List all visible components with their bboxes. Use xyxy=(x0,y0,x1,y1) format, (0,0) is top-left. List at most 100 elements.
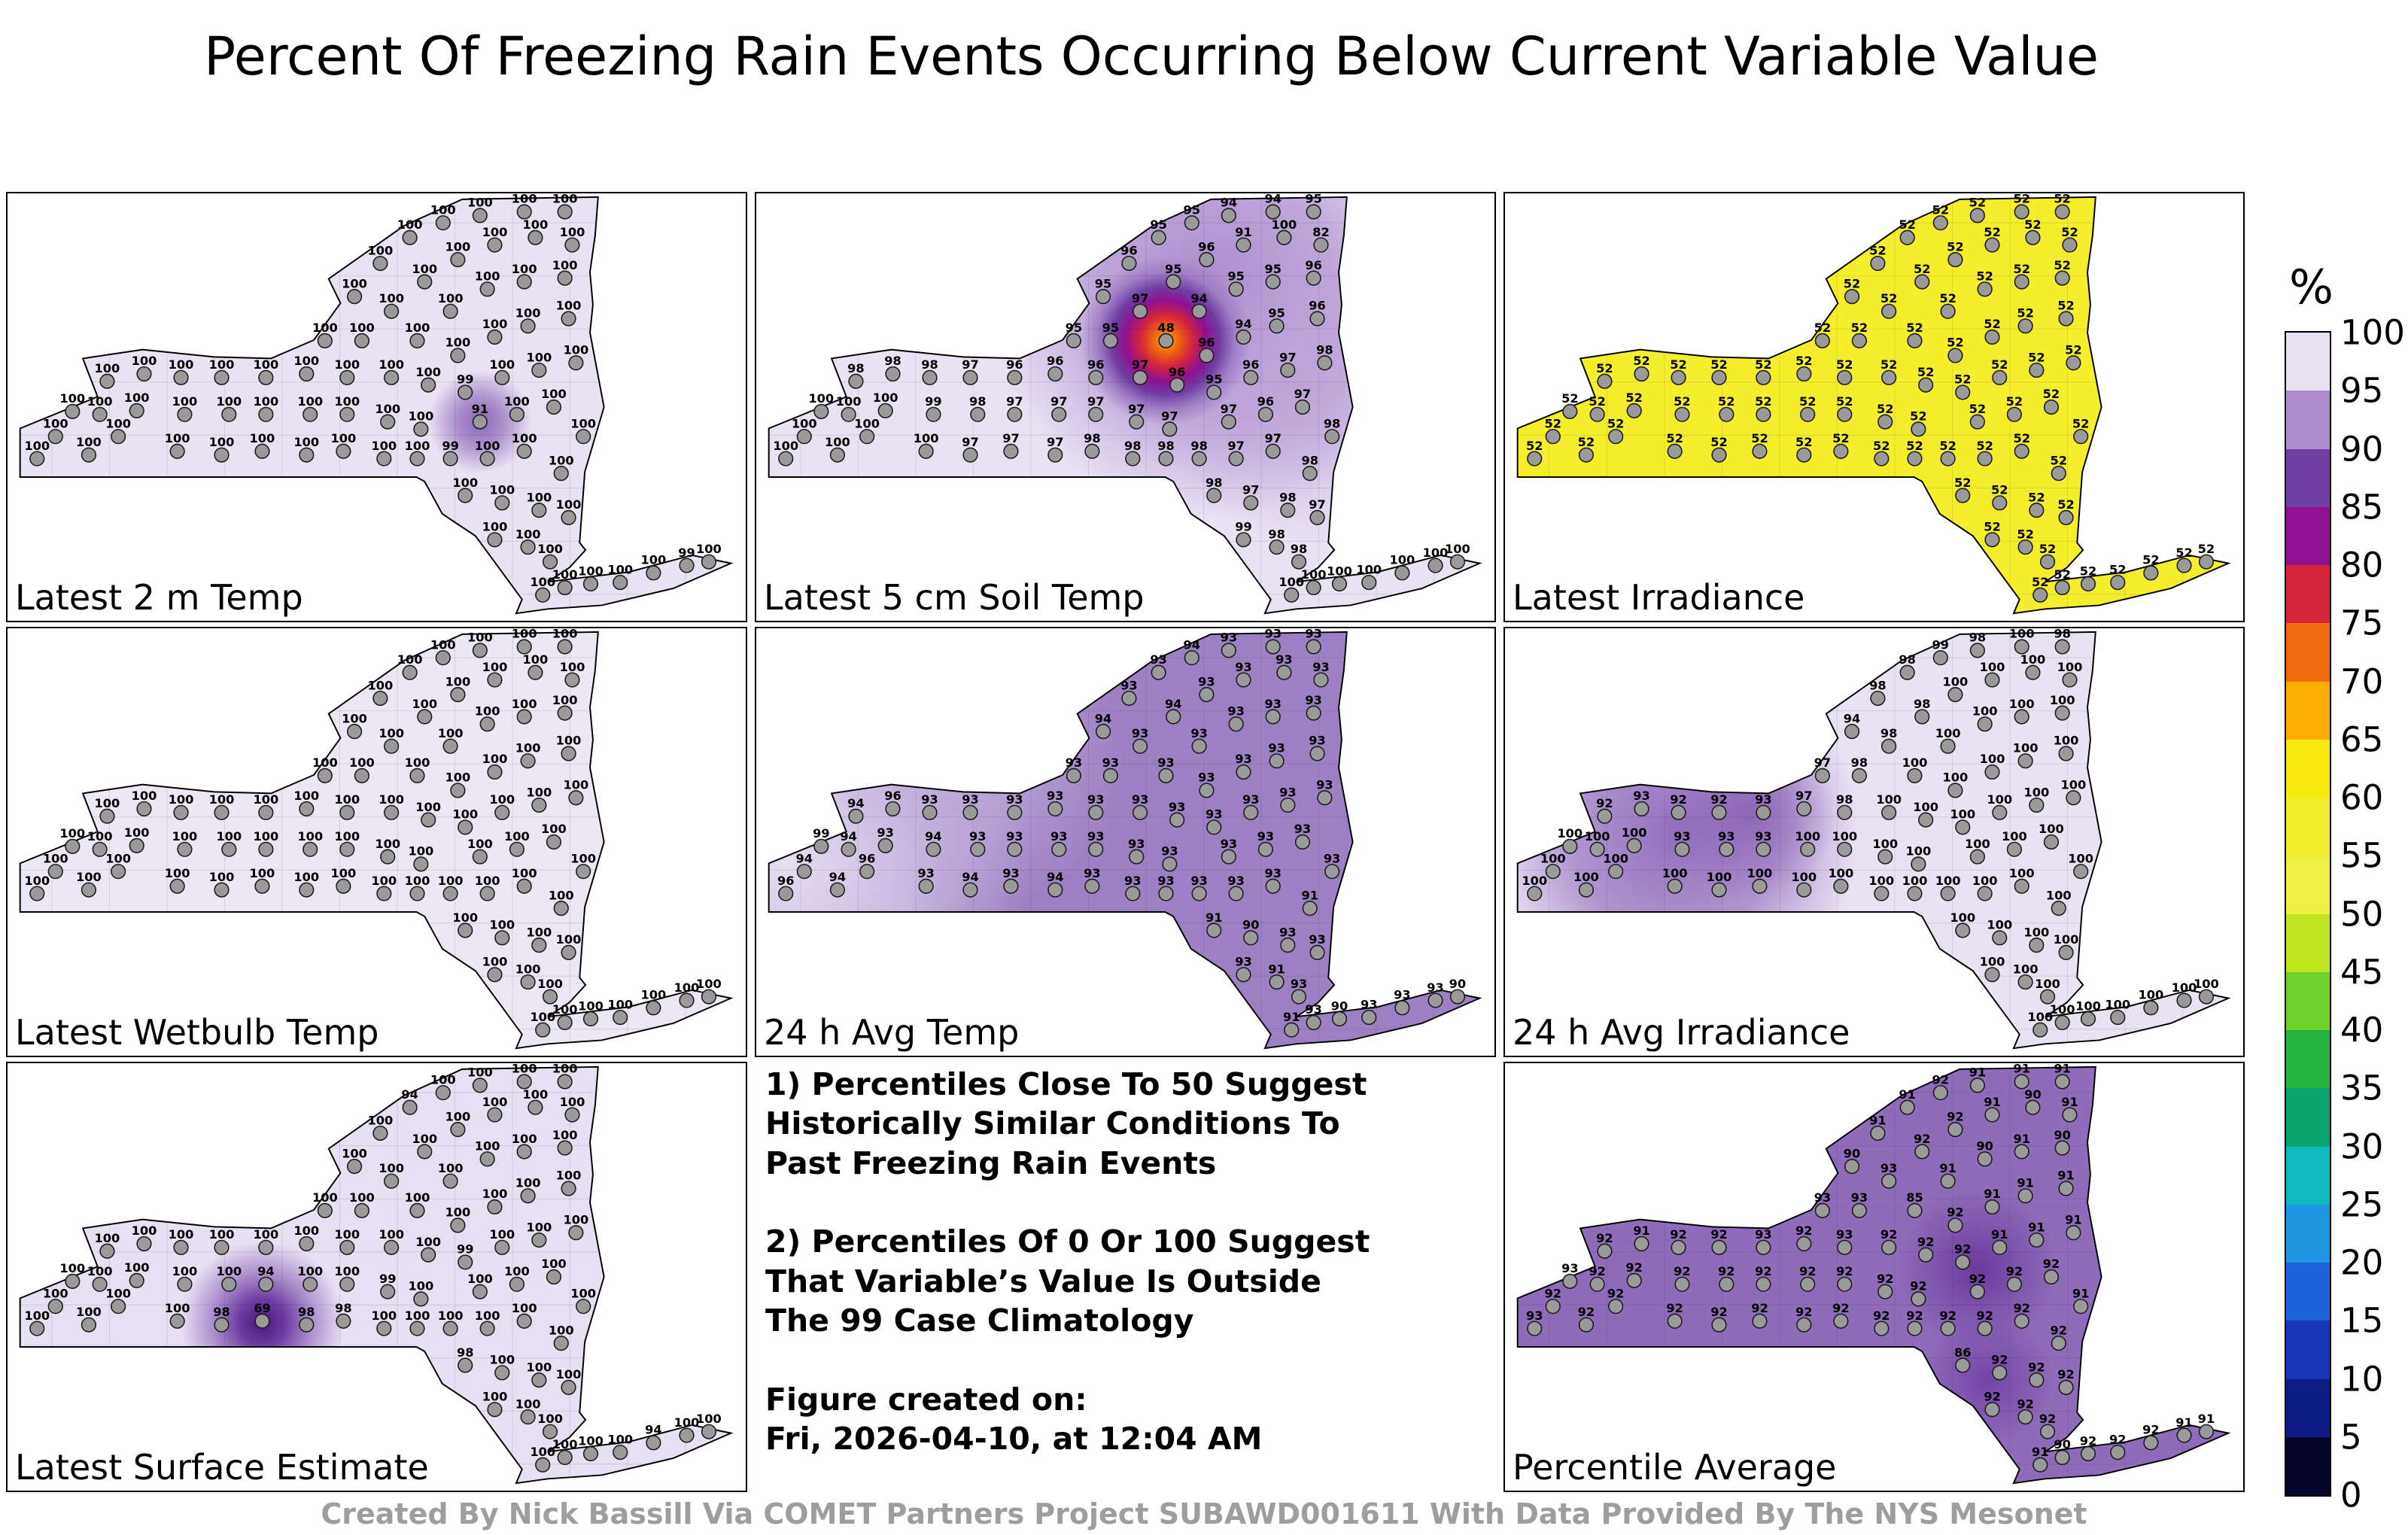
svg-text:98: 98 xyxy=(298,1305,315,1319)
svg-text:52: 52 xyxy=(1873,439,1890,453)
svg-text:52: 52 xyxy=(1932,202,1950,217)
svg-text:93: 93 xyxy=(1198,674,1215,688)
svg-text:52: 52 xyxy=(1832,431,1850,445)
svg-text:52: 52 xyxy=(1561,391,1579,406)
svg-text:52: 52 xyxy=(2017,527,2034,541)
svg-text:100: 100 xyxy=(523,1087,549,1102)
svg-text:93: 93 xyxy=(1102,755,1120,770)
svg-text:100: 100 xyxy=(504,1264,530,1278)
svg-text:100: 100 xyxy=(1389,553,1415,567)
svg-text:98: 98 xyxy=(1316,343,1333,357)
svg-text:100: 100 xyxy=(132,1223,157,1238)
colorbar-tick: 30 xyxy=(2340,1126,2384,1166)
svg-text:94: 94 xyxy=(1221,196,1238,210)
svg-text:100: 100 xyxy=(552,628,578,641)
svg-text:52: 52 xyxy=(1814,321,1832,335)
svg-text:100: 100 xyxy=(1747,866,1773,880)
svg-text:100: 100 xyxy=(552,1437,578,1451)
svg-text:100: 100 xyxy=(489,918,515,932)
svg-text:98: 98 xyxy=(1291,542,1308,556)
svg-text:93: 93 xyxy=(1128,837,1145,851)
svg-text:100: 100 xyxy=(1987,918,2012,932)
svg-text:100: 100 xyxy=(408,1279,433,1293)
svg-text:100: 100 xyxy=(445,1205,471,1220)
note-figure-created: Figure created on: Fri, 2026-04-10, at 1… xyxy=(765,1381,1263,1457)
svg-text:93: 93 xyxy=(1047,789,1064,803)
svg-text:100: 100 xyxy=(537,977,563,991)
svg-text:100: 100 xyxy=(578,564,604,578)
svg-text:100: 100 xyxy=(452,807,478,822)
svg-text:100: 100 xyxy=(172,829,198,843)
ny-map-latest-surface-estimate: 100 100 100 100 100 100 100 100 100 100 100 100 98 10… xyxy=(19,1063,734,1485)
svg-text:98: 98 xyxy=(1836,792,1853,807)
svg-text:100: 100 xyxy=(1662,866,1688,880)
svg-text:93: 93 xyxy=(1227,704,1245,719)
svg-text:100: 100 xyxy=(563,343,588,357)
svg-text:100: 100 xyxy=(489,483,515,497)
svg-text:100: 100 xyxy=(1540,851,1566,865)
svg-text:93: 93 xyxy=(1755,1227,1772,1242)
svg-text:99: 99 xyxy=(1235,520,1252,534)
svg-text:93: 93 xyxy=(1561,1261,1579,1275)
svg-text:100: 100 xyxy=(124,391,150,405)
svg-text:92: 92 xyxy=(1932,1072,1950,1087)
svg-text:100: 100 xyxy=(552,1128,578,1142)
svg-text:93: 93 xyxy=(1633,789,1650,803)
svg-text:100: 100 xyxy=(512,262,537,276)
svg-text:100: 100 xyxy=(216,829,242,843)
svg-text:52: 52 xyxy=(2175,546,2193,560)
svg-text:93: 93 xyxy=(1309,734,1326,748)
svg-text:100: 100 xyxy=(165,866,190,880)
svg-text:100: 100 xyxy=(2009,697,2035,711)
svg-text:100: 100 xyxy=(250,866,275,880)
svg-text:93: 93 xyxy=(1674,829,1691,843)
svg-text:100: 100 xyxy=(43,416,68,430)
svg-text:100: 100 xyxy=(467,631,493,645)
svg-text:93: 93 xyxy=(1324,851,1341,865)
svg-text:100: 100 xyxy=(482,225,508,239)
svg-text:52: 52 xyxy=(1906,321,1923,335)
colorbar-tick: 55 xyxy=(2340,835,2384,876)
svg-text:100: 100 xyxy=(1445,542,1470,556)
panel-label: Latest 2 m Temp xyxy=(15,577,303,618)
svg-text:100: 100 xyxy=(530,1445,555,1459)
svg-text:100: 100 xyxy=(489,792,515,807)
ny-map-latest-irradiance: 52 52 52 52 52 52 52 52 52 52 52 52 52 52 52 52 52 52 52 52… xyxy=(1516,193,2231,615)
svg-text:100: 100 xyxy=(438,1309,464,1323)
svg-text:97: 97 xyxy=(1279,350,1297,364)
svg-text:52: 52 xyxy=(2013,262,2030,276)
svg-text:100: 100 xyxy=(482,1095,508,1109)
svg-text:52: 52 xyxy=(1795,435,1813,449)
svg-text:100: 100 xyxy=(556,932,582,947)
svg-text:52: 52 xyxy=(1984,225,2001,239)
svg-text:100: 100 xyxy=(1902,874,1928,888)
svg-text:100: 100 xyxy=(482,317,508,331)
svg-text:100: 100 xyxy=(132,354,157,368)
svg-text:48: 48 xyxy=(1157,321,1175,335)
svg-text:100: 100 xyxy=(24,874,50,888)
svg-text:92: 92 xyxy=(2017,1397,2034,1411)
svg-text:100: 100 xyxy=(2013,741,2039,755)
svg-text:100: 100 xyxy=(475,704,500,719)
svg-text:100: 100 xyxy=(563,778,588,792)
svg-text:100: 100 xyxy=(552,567,578,582)
svg-text:100: 100 xyxy=(250,431,275,445)
svg-text:100: 100 xyxy=(537,1412,563,1426)
svg-text:100: 100 xyxy=(2027,1010,2053,1024)
panel-label: 24 h Avg Temp xyxy=(764,1012,1020,1053)
svg-text:99: 99 xyxy=(457,1242,474,1257)
svg-text:93: 93 xyxy=(1198,771,1215,785)
svg-text:100: 100 xyxy=(415,800,441,814)
svg-text:100: 100 xyxy=(405,755,430,770)
svg-text:100: 100 xyxy=(209,870,235,884)
svg-text:100: 100 xyxy=(475,439,500,453)
svg-text:100: 100 xyxy=(489,1227,515,1242)
svg-text:97: 97 xyxy=(1814,755,1832,770)
svg-text:52: 52 xyxy=(1991,357,2008,372)
svg-text:91: 91 xyxy=(1969,1065,1987,1080)
svg-text:100: 100 xyxy=(1557,826,1583,840)
svg-text:96: 96 xyxy=(859,851,876,865)
svg-text:100: 100 xyxy=(169,357,194,372)
svg-text:98: 98 xyxy=(1157,439,1175,453)
svg-text:93: 93 xyxy=(1221,631,1238,645)
